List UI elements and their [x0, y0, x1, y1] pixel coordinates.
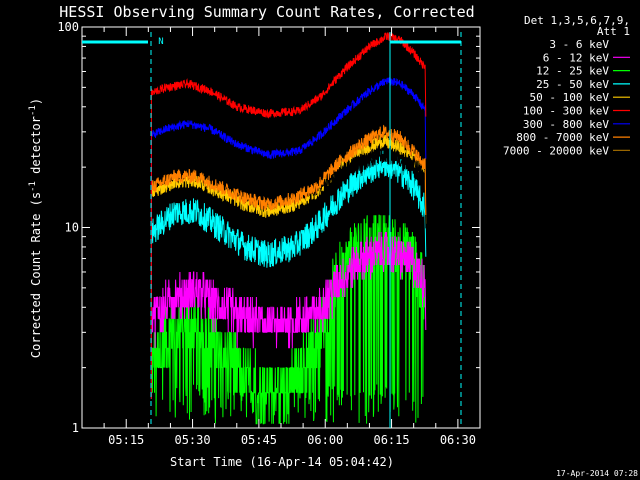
x-tick-label: 06:00	[307, 433, 343, 447]
y-tick-label: 10	[65, 221, 79, 235]
x-tick-label: 05:15	[108, 433, 144, 447]
legend-entry-label: 12 - 25 keV	[536, 65, 609, 78]
x-tick-label: 06:15	[373, 433, 409, 447]
legend-entry-label: 50 - 100 keV	[530, 91, 610, 104]
y-axis-label: Corrected Count Rate (s-1 detector-1)	[28, 98, 43, 358]
marker-label: N	[158, 37, 163, 47]
legend-entry-label: 7000 - 20000 keV	[503, 144, 609, 157]
cyan-series-line	[150, 150, 427, 399]
yellow-series-line	[150, 135, 427, 399]
x-tick-label: 05:30	[174, 433, 210, 447]
legend-header: Att 1	[597, 25, 630, 38]
legend-entry-label: 3 - 6 keV	[549, 38, 609, 51]
x-tick-label: 06:30	[440, 433, 476, 447]
x-tick-label: 05:45	[241, 433, 277, 447]
footer-date: 17-Apr-2014 07:28	[556, 469, 638, 478]
blue-series-line	[150, 76, 427, 399]
magenta-series-line	[150, 231, 427, 399]
legend-entry-label: 100 - 300 keV	[523, 105, 609, 118]
legend-entry-label: 6 - 12 keV	[543, 51, 610, 64]
legend-entry-label: 300 - 800 keV	[523, 118, 609, 131]
x-axis-label: Start Time (16-Apr-14 05:04:42)	[170, 455, 394, 469]
legend-header: Det 1,3,5,6,7,9,	[524, 14, 630, 27]
chart-title: HESSI Observing Summary Count Rates, Cor…	[59, 3, 474, 21]
legend-entry-label: 25 - 50 keV	[536, 78, 609, 91]
legend-entry-label: 800 - 7000 keV	[516, 131, 609, 144]
red-series-line	[150, 31, 427, 399]
orange-series-line	[150, 124, 427, 399]
y-tick-label: 100	[57, 20, 79, 34]
y-tick-label: 1	[72, 421, 79, 435]
